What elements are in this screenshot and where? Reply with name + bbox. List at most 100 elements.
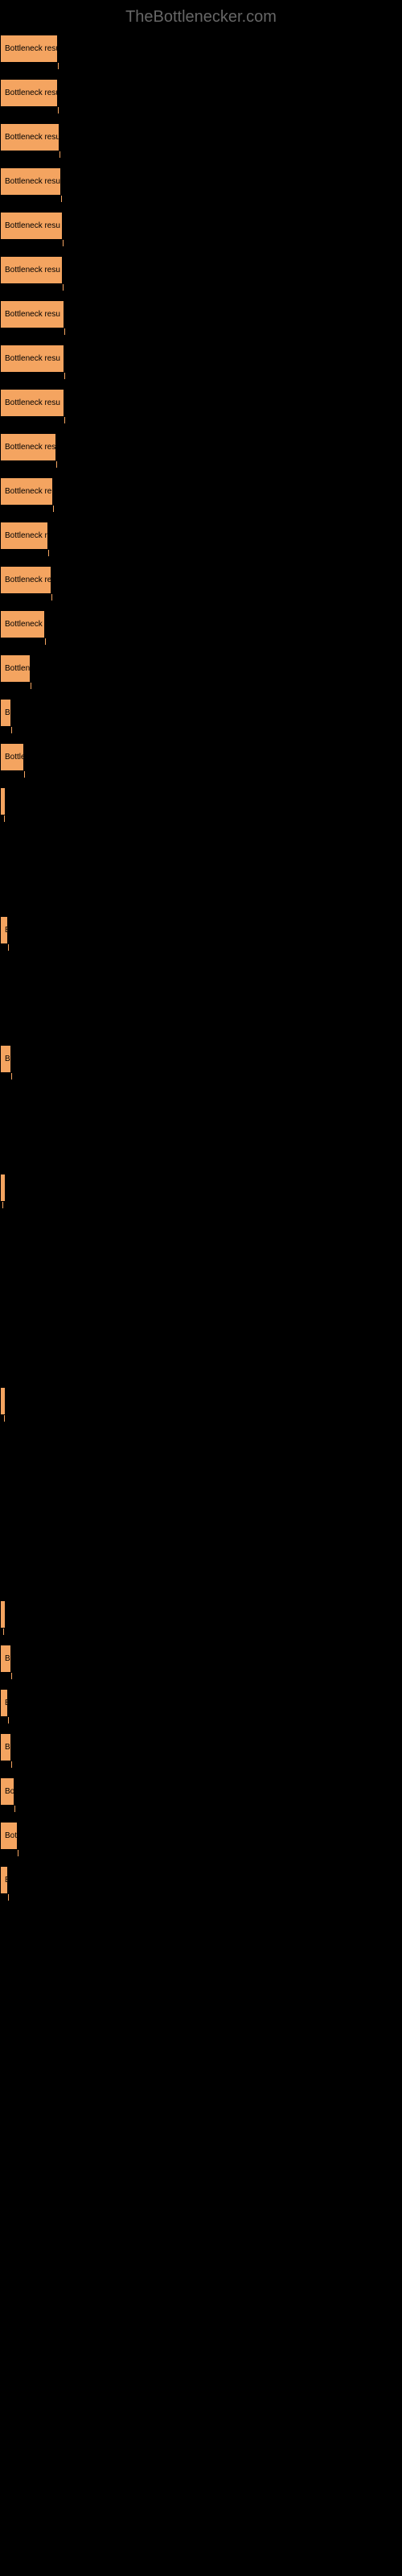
chart-bar: Bottleneck resu bbox=[0, 212, 63, 240]
tick-mark bbox=[48, 550, 49, 556]
chart-bar: Bottleneck resu bbox=[0, 123, 59, 151]
empty-bar bbox=[0, 1302, 402, 1331]
bar-container: Bo bbox=[0, 1645, 402, 1673]
bar-label: Bot bbox=[5, 1787, 14, 1796]
bar-label: Bottleneck re bbox=[5, 487, 51, 496]
chart-bar: Bottle bbox=[0, 743, 24, 771]
bar-label: Bo bbox=[5, 1743, 11, 1752]
chart-bar bbox=[0, 1600, 6, 1629]
chart-bar: Bottleneck resu bbox=[0, 256, 63, 284]
page-title: TheBottlenecker.com bbox=[125, 8, 277, 26]
bar-container: Bo bbox=[0, 1045, 402, 1073]
bar-container bbox=[0, 1387, 402, 1415]
bar-label: Bottleneck resu bbox=[5, 44, 58, 53]
bar-label: Bottle bbox=[5, 753, 24, 762]
tick-mark bbox=[58, 107, 59, 114]
chart-bar: Bottleneck res bbox=[0, 433, 56, 461]
bar-container: Bottleneck c bbox=[0, 610, 402, 638]
tick-mark bbox=[61, 196, 62, 202]
tick-mark bbox=[11, 1761, 12, 1768]
bar-container: Bottlene bbox=[0, 654, 402, 683]
empty-bar bbox=[0, 1218, 402, 1246]
chart-bar: B bbox=[0, 1866, 8, 1894]
empty-bar bbox=[0, 832, 402, 860]
tick-mark bbox=[64, 328, 65, 335]
bar-label: Bottleneck resu bbox=[5, 398, 60, 407]
bar-container: Bottleneck res bbox=[0, 433, 402, 461]
chart-bar: Bo bbox=[0, 1045, 11, 1073]
bar-container bbox=[0, 1174, 402, 1202]
chart-bar: Bottleneck r bbox=[0, 522, 48, 550]
tick-mark bbox=[11, 1673, 12, 1679]
chart-bar: Bo bbox=[0, 1733, 11, 1761]
empty-bar bbox=[0, 1516, 402, 1544]
tick-mark bbox=[14, 1806, 15, 1812]
empty-bar bbox=[0, 1089, 402, 1117]
header: TheBottlenecker.com bbox=[0, 0, 402, 35]
tick-mark bbox=[45, 638, 46, 645]
bar-container: B bbox=[0, 1866, 402, 1894]
bar-container bbox=[0, 832, 402, 860]
bar-container bbox=[0, 1218, 402, 1246]
bar-container: Bottle bbox=[0, 743, 402, 771]
tick-mark bbox=[2, 1202, 3, 1208]
chart-bar: B bbox=[0, 1689, 8, 1717]
bar-label: Bottleneck res bbox=[5, 443, 55, 452]
bar-container: Bottleneck resu bbox=[0, 300, 402, 328]
bar-label: Bottleneck resu bbox=[5, 133, 59, 142]
bar-container: Bottleneck resu bbox=[0, 345, 402, 373]
bar-label: B bbox=[5, 1699, 8, 1707]
tick-mark bbox=[58, 63, 59, 69]
bar-container: Bottleneck resu bbox=[0, 212, 402, 240]
bar-container bbox=[0, 1600, 402, 1629]
tick-mark bbox=[56, 461, 57, 468]
bar-container: Bottleneck resu bbox=[0, 35, 402, 63]
chart-bar: Bott bbox=[0, 1822, 18, 1850]
chart-bar: Bottleneck re bbox=[0, 566, 51, 594]
bar-label: Bottleneck resu bbox=[5, 177, 60, 186]
bar-container: B bbox=[0, 1689, 402, 1717]
chart-bar: Bot bbox=[0, 1777, 14, 1806]
tick-mark bbox=[8, 1894, 9, 1901]
bar-label: Bottleneck resu bbox=[5, 354, 60, 363]
bar-label: Bo bbox=[5, 1055, 11, 1063]
bar-container: Bottleneck re bbox=[0, 566, 402, 594]
chart-bar: Bo bbox=[0, 699, 11, 727]
bar-container: Bottleneck r bbox=[0, 522, 402, 550]
chart-bar: Bottleneck c bbox=[0, 610, 45, 638]
bar-container bbox=[0, 787, 402, 815]
bar-label: Bottleneck resu bbox=[5, 266, 60, 275]
tick-mark bbox=[63, 284, 64, 291]
tick-mark bbox=[59, 151, 60, 158]
bar-container bbox=[0, 1431, 402, 1459]
tick-mark bbox=[64, 417, 65, 423]
bar-container: B bbox=[0, 916, 402, 944]
bar-container bbox=[0, 1089, 402, 1117]
chart-bar bbox=[0, 1174, 6, 1202]
tick-mark bbox=[11, 727, 12, 733]
bar-container: Bottleneck resu bbox=[0, 167, 402, 196]
bar-label: Bottlene bbox=[5, 664, 31, 673]
bar-container: Bot bbox=[0, 1777, 402, 1806]
bar-label: Bo bbox=[5, 708, 11, 717]
tick-mark bbox=[8, 944, 9, 951]
bar-label: Bottleneck re bbox=[5, 576, 51, 584]
bar-label: Bottleneck resu bbox=[5, 89, 58, 97]
empty-bar bbox=[0, 960, 402, 989]
chart-bar bbox=[0, 1387, 6, 1415]
chart-bar: Bottleneck resu bbox=[0, 35, 58, 63]
bar-container: Bott bbox=[0, 1822, 402, 1850]
chart-bar bbox=[0, 787, 6, 815]
bar-container bbox=[0, 960, 402, 989]
bar-label: Bottleneck resu bbox=[5, 310, 60, 319]
chart-bar: Bottleneck resu bbox=[0, 300, 64, 328]
bar-container bbox=[0, 1302, 402, 1331]
tick-mark bbox=[63, 240, 64, 246]
bar-label: Bo bbox=[5, 1654, 11, 1663]
bar-container: Bo bbox=[0, 699, 402, 727]
bar-container: Bottleneck resu bbox=[0, 389, 402, 417]
bar-label: B bbox=[5, 926, 8, 935]
bar-container bbox=[0, 1516, 402, 1544]
tick-mark bbox=[4, 815, 5, 822]
chart-bar: Bo bbox=[0, 1645, 11, 1673]
